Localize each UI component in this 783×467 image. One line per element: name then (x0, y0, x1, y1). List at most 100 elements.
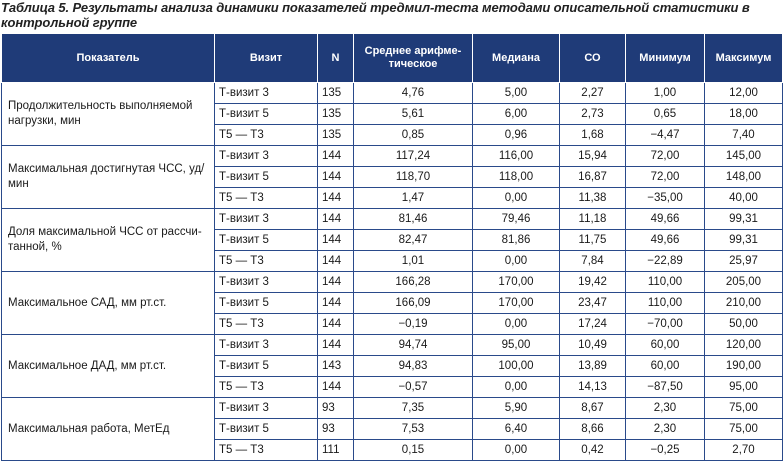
median-cell: 100,00 (472, 355, 560, 377)
visit-cell: Т-визит 3 (214, 334, 318, 356)
visit-cell: Т-визит 5 (214, 166, 318, 188)
min-cell: 72,00 (625, 145, 705, 167)
n-cell: 111 (317, 439, 354, 461)
sd-cell: 8,66 (559, 418, 626, 440)
n-cell: 144 (317, 334, 354, 356)
max-cell: 75,00 (704, 418, 783, 440)
sd-cell: 13,89 (559, 355, 626, 377)
min-cell: −87,50 (625, 376, 705, 398)
statistics-table: Показатель Визит N Среднее арифме-тическ… (1, 33, 783, 461)
median-cell: 6,40 (472, 418, 560, 440)
table-row: Доля максимальной ЧСС от рассчи-танной, … (1, 208, 783, 272)
median-cell: 0,96 (472, 124, 560, 146)
median-cell: 95,00 (472, 334, 560, 356)
header-mean: Среднее арифме-тическое (353, 33, 473, 83)
indicator-cell: Максимальное САД, мм рт.ст. (1, 271, 215, 335)
visit-cell: Т-визит 3 (214, 397, 318, 419)
header-median: Медиана (472, 33, 560, 83)
min-cell: 0,65 (625, 103, 705, 125)
sd-cell: 23,47 (559, 292, 626, 314)
median-cell: 5,90 (472, 397, 560, 419)
median-cell: 79,46 (472, 208, 560, 230)
sd-cell: 17,24 (559, 313, 626, 335)
mean-cell: 118,70 (353, 166, 473, 188)
table-row: Т-визит 5 144 166,09 170,00 23,47 110,00 210,0… (2, 292, 783, 314)
visit-cell: Т-визит 3 (214, 145, 318, 167)
mean-cell: 4,76 (353, 82, 473, 104)
min-cell: −35,00 (625, 187, 705, 209)
max-cell: 210,00 (704, 292, 783, 314)
table-row: Максимальное САД, мм рт.ст. Т-визит 3 144 1… (1, 271, 783, 335)
n-cell: 144 (317, 376, 354, 398)
visit-cell: Т-визит 5 (214, 418, 318, 440)
table-row: Продолжительность выполняемой нагрузки, … (1, 82, 783, 146)
mean-cell: 82,47 (353, 229, 473, 251)
visit-cell: Т5 — Т3 (214, 376, 318, 398)
table-caption: Таблица 5. Результаты анализа динамики п… (1, 0, 750, 30)
mean-cell: 117,24 (353, 145, 473, 167)
min-cell: 2,30 (625, 418, 705, 440)
sd-cell: 11,75 (559, 229, 626, 251)
visit-cell: Т-визит 3 (214, 82, 318, 104)
n-cell: 144 (317, 145, 354, 167)
header-min: Минимум (625, 33, 705, 83)
mean-cell: 166,28 (353, 271, 473, 293)
table-row: Т-визит 5 93 7,53 6,40 8,66 2,30 75,00 (2, 418, 783, 440)
max-cell: 95,00 (704, 376, 783, 398)
max-cell: 190,00 (704, 355, 783, 377)
sd-cell: 10,49 (559, 334, 626, 356)
median-cell: 6,00 (472, 103, 560, 125)
visit-cell: Т5 — Т3 (214, 250, 318, 272)
sd-cell: 0,42 (559, 439, 626, 461)
table-header-row: Показатель Визит N Среднее арифме-тическ… (1, 33, 783, 83)
min-cell: 72,00 (625, 166, 705, 188)
indicator-cell: Максимальная достигнутая ЧСС, уд/мин (1, 145, 215, 209)
sd-cell: 11,18 (559, 208, 626, 230)
mean-cell: 0,85 (353, 124, 473, 146)
median-cell: 118,00 (472, 166, 560, 188)
table-row: Максимальная работа, МетЕд Т-визит 3 93 7,3… (1, 397, 783, 461)
sd-cell: 7,84 (559, 250, 626, 272)
table-row: Т5 — Т3 111 0,15 0,00 0,42 −0,25 2,70 (2, 439, 783, 461)
max-cell: 145,00 (704, 145, 783, 167)
mean-cell: 81,46 (353, 208, 473, 230)
n-cell: 144 (317, 271, 354, 293)
median-cell: 170,00 (472, 292, 560, 314)
max-cell: 99,31 (704, 208, 783, 230)
visit-cell: Т5 — Т3 (214, 313, 318, 335)
max-cell: 75,00 (704, 397, 783, 419)
max-cell: 40,00 (704, 187, 783, 209)
sd-cell: 11,38 (559, 187, 626, 209)
sd-cell: 15,94 (559, 145, 626, 167)
table-row: Т-визит 5 135 5,61 6,00 2,73 0,65 18,00 (2, 103, 783, 125)
visit-cell: Т-визит 5 (214, 355, 318, 377)
header-n: N (317, 33, 354, 83)
visit-cell: Т5 — Т3 (214, 187, 318, 209)
min-cell: 49,66 (625, 229, 705, 251)
median-cell: 0,00 (472, 439, 560, 461)
table-row: Т5 — Т3 144 −0,19 0,00 17,24 −70,00 50,00 (2, 313, 783, 335)
visit-cell: Т-визит 5 (214, 229, 318, 251)
n-cell: 135 (317, 103, 354, 125)
sd-cell: 2,73 (559, 103, 626, 125)
mean-cell: 94,83 (353, 355, 473, 377)
min-cell: 1,00 (625, 82, 705, 104)
min-cell: 110,00 (625, 292, 705, 314)
n-cell: 135 (317, 124, 354, 146)
header-indicator: Показатель (1, 33, 215, 83)
header-visit: Визит (214, 33, 318, 83)
mean-cell: 94,74 (353, 334, 473, 356)
indicator-cell: Продолжительность выполняемой нагрузки, … (1, 82, 215, 146)
median-cell: 81,86 (472, 229, 560, 251)
table-row: Максимальное ДАД, мм рт.ст. Т-визит 3 144 9… (1, 334, 783, 398)
median-cell: 5,00 (472, 82, 560, 104)
mean-cell: 1,47 (353, 187, 473, 209)
max-cell: 50,00 (704, 313, 783, 335)
max-cell: 18,00 (704, 103, 783, 125)
n-cell: 143 (317, 355, 354, 377)
min-cell: −22,89 (625, 250, 705, 272)
min-cell: −70,00 (625, 313, 705, 335)
indicator-cell: Максимальная работа, МетЕд (1, 397, 215, 461)
mean-cell: −0,19 (353, 313, 473, 335)
visit-cell: Т-визит 5 (214, 292, 318, 314)
